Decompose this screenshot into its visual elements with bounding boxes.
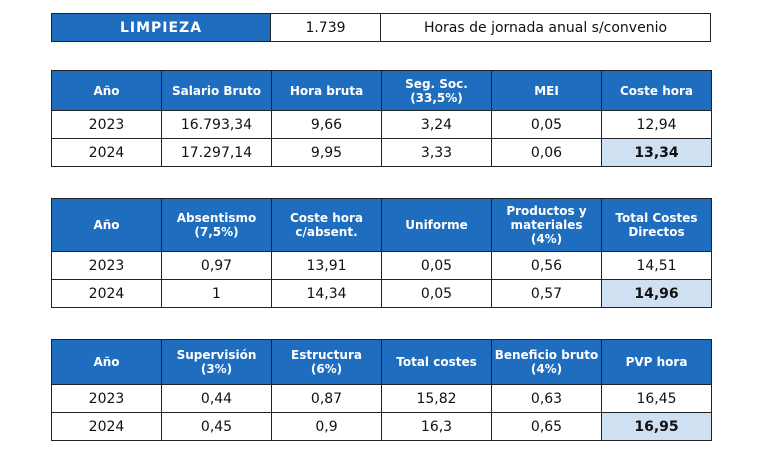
table-cell: 12,94 [601,110,712,139]
table-cell: 16,45 [601,384,712,413]
column-header: Estructura (6%) [271,339,382,385]
table-cell: 3,24 [381,110,492,139]
table-cell: 0,87 [271,384,382,413]
table-row: 2024 1 14,34 0,05 0,57 14,96 [51,279,712,308]
table-cell: 0,05 [491,110,602,139]
table-row: 2023 0,97 13,91 0,05 0,56 14,51 [51,251,712,280]
table-cell: 16,95 [601,412,712,441]
table-cell: 0,05 [381,251,492,280]
table-cell: 0,56 [491,251,602,280]
column-header: Total costes [381,339,492,385]
table-cell: 14,51 [601,251,712,280]
column-header: Uniforme [381,198,492,252]
cost-table: Año Supervisión (3%) Estructura (6%) Total … [51,339,712,441]
table-row: 2024 17.297,14 9,95 3,33 0,06 13,34 [51,138,712,167]
table-cell: 3,33 [381,138,492,167]
table-cell: 9,95 [271,138,382,167]
table-cell: 2024 [51,279,162,308]
column-header: Salario Bruto [161,70,272,111]
table-cell: 0,65 [491,412,602,441]
table-cell: 17.297,14 [161,138,272,167]
column-header: Año [51,198,162,252]
table-cell: 16.793,34 [161,110,272,139]
table-cell: 13,91 [271,251,382,280]
table-cell: 0,06 [491,138,602,167]
table-cell: 15,82 [381,384,492,413]
table-row: 2023 16.793,34 9,66 3,24 0,05 12,94 [51,110,712,139]
table-cell: 0,05 [381,279,492,308]
column-header: Año [51,70,162,111]
table-cell: 0,9 [271,412,382,441]
column-header: MEI [491,70,602,111]
table-cell: 14,34 [271,279,382,308]
column-header: Total Costes Directos [601,198,712,252]
table-cell: 9,66 [271,110,382,139]
column-header: Hora bruta [271,70,382,111]
table-cell: 14,96 [601,279,712,308]
table-cell: 16,3 [381,412,492,441]
hours-description: Horas de jornada anual s/convenio [380,13,711,42]
table-cell: 2024 [51,412,162,441]
table-cell: 2023 [51,251,162,280]
column-header: Año [51,339,162,385]
table-cell: 0,97 [161,251,272,280]
table-cell: 0,44 [161,384,272,413]
cost-table: Año Absentismo (7,5%) Coste hora c/absent.… [51,198,712,308]
table-cell: 0,57 [491,279,602,308]
cost-table: Año Salario Bruto Hora bruta Seg. Soc. (33,… [51,70,712,167]
table-cell: 2023 [51,384,162,413]
table-cell: 13,34 [601,138,712,167]
table-cell: 2024 [51,138,162,167]
table-row: 2024 0,45 0,9 16,3 0,65 16,95 [51,412,712,441]
column-header: PVP hora [601,339,712,385]
column-header: Coste hora c/absent. [271,198,382,252]
column-header: Beneficio bruto (4%) [491,339,602,385]
table-cell: 0,45 [161,412,272,441]
table-cell: 2023 [51,110,162,139]
column-header: Productos y materiales (4%) [491,198,602,252]
column-header: Coste hora [601,70,712,111]
table-cell: 1 [161,279,272,308]
table-cell: 0,63 [491,384,602,413]
column-header: Seg. Soc. (33,5%) [381,70,492,111]
table-row: 2023 0,44 0,87 15,82 0,63 16,45 [51,384,712,413]
category-label: LIMPIEZA [51,13,271,42]
summary-table: LIMPIEZA 1.739 Horas de jornada anual s/… [51,13,711,42]
annual-hours: 1.739 [270,13,381,42]
column-header: Absentismo (7,5%) [161,198,272,252]
column-header: Supervisión (3%) [161,339,272,385]
